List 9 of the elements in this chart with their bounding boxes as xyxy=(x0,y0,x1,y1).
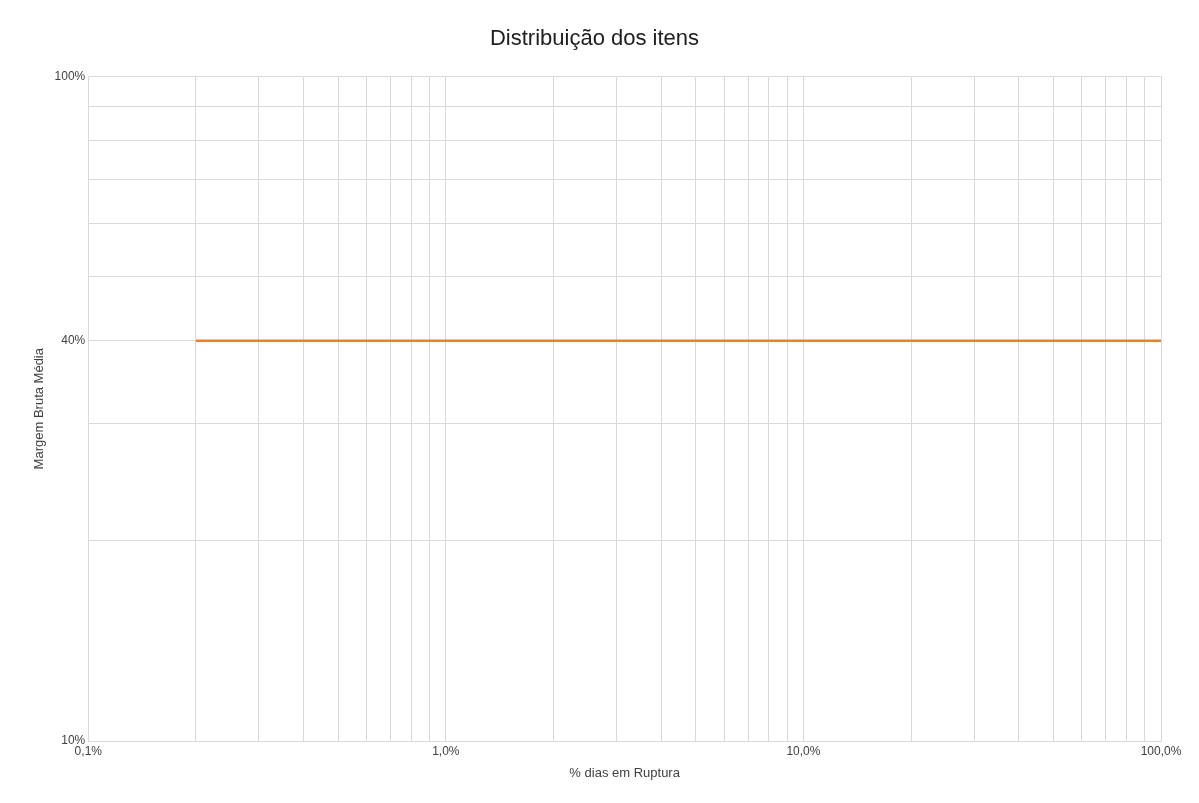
y-axis-title: Margem Bruta Média xyxy=(31,347,47,470)
x-tick-label: 1,0% xyxy=(432,743,460,758)
x-tick-label: 100,0% xyxy=(1140,743,1182,758)
y-tick-label: 40% xyxy=(61,333,86,348)
x-tick-label: 10,0% xyxy=(786,743,821,758)
x-axis-title: % dias em Ruptura xyxy=(569,764,681,780)
chart-title: Distribuição dos itens xyxy=(489,25,700,51)
x-tick-label: 0,1% xyxy=(74,743,103,758)
y-tick-label: 100% xyxy=(54,68,86,83)
